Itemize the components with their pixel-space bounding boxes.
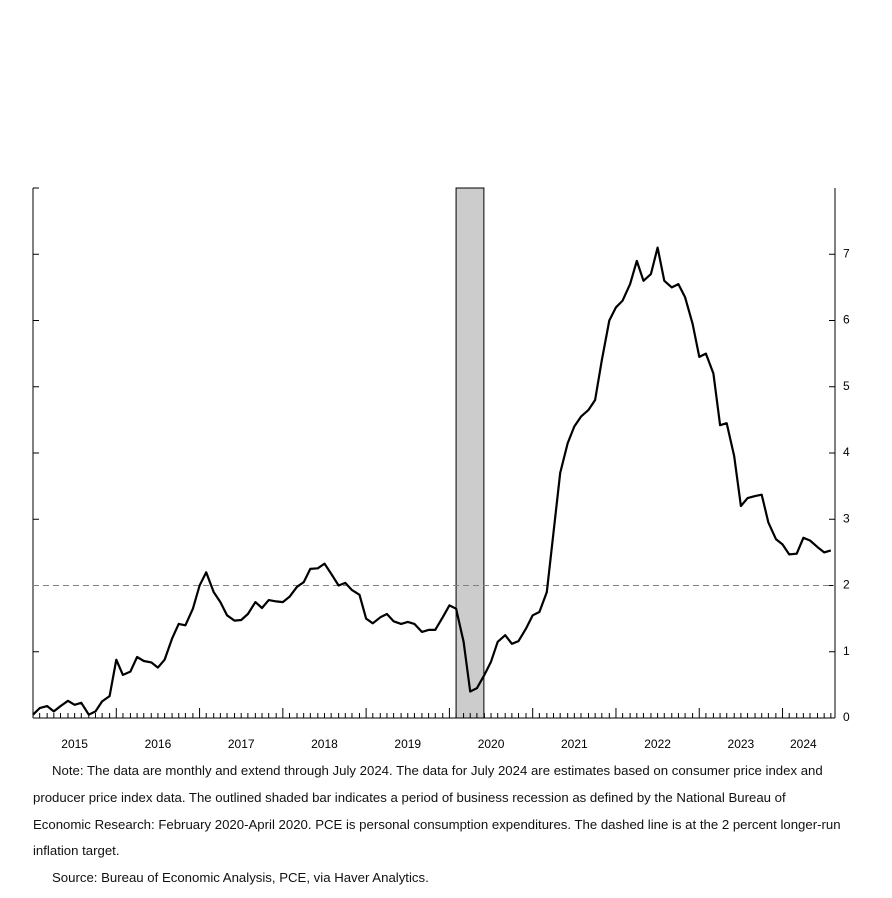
x-tick-label: 2019 xyxy=(394,737,421,750)
x-tick-label: 2017 xyxy=(228,737,255,750)
y-tick-label: 4 xyxy=(843,445,850,459)
x-tick-label: 2016 xyxy=(145,737,172,750)
x-tick-label: 2018 xyxy=(311,737,338,750)
note: Note: The data are monthly and extend th… xyxy=(33,763,841,859)
y-tick-label: 7 xyxy=(843,246,850,260)
source: Source: Bureau of Economic Analysis, PCE… xyxy=(52,870,429,886)
recession-bar xyxy=(455,187,485,719)
y-tick-label: 0 xyxy=(843,710,850,724)
x-tick-label: 2023 xyxy=(728,737,755,750)
data-line xyxy=(32,246,832,716)
notes: Note: The data are monthly and extend th… xyxy=(33,758,841,892)
y-tick-label: 1 xyxy=(843,644,850,658)
x-tick-label: 2021 xyxy=(561,737,588,750)
x-tick-label: 2015 xyxy=(61,737,88,750)
y-tick-label: 5 xyxy=(843,379,850,393)
chart: 0 1 2 3 4 5 6 7 2015 2016 2017 2018 2019 2020 2021 2022… xyxy=(32,187,850,750)
y-tick-label: 3 xyxy=(843,511,850,525)
x-tick-label: 2022 xyxy=(644,737,671,750)
y-tick-label: 6 xyxy=(843,313,850,327)
x-tick-label: 2024 xyxy=(790,737,817,750)
x-tick-label: 2020 xyxy=(478,737,505,750)
y-tick-label: 2 xyxy=(843,578,850,592)
